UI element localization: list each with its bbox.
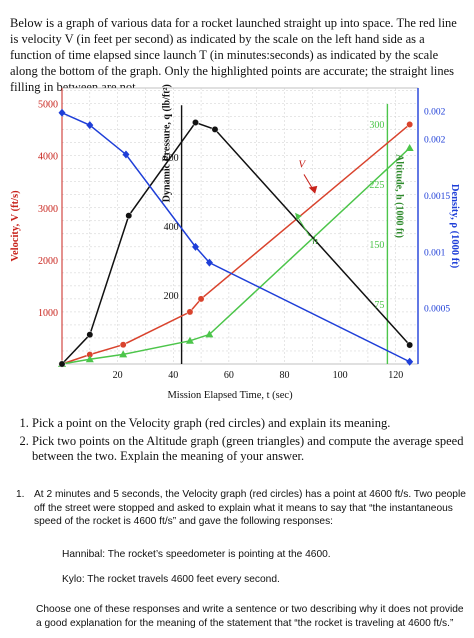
data-point: [406, 121, 414, 128]
velocity-tick-label: 1000: [38, 308, 58, 319]
density-tick-label: 0.0015: [424, 192, 450, 202]
chart-labels: 1000 2000 3000 4000 5000 Velocity, V (ft/s) 20…: [10, 84, 460, 401]
density-tick-label: 0.001: [424, 248, 446, 258]
x-tick-label: 100: [333, 370, 348, 381]
x-tick-label: 20: [113, 370, 123, 381]
answer-block: 1. At 2 minutes and 5 seconds, the Veloc…: [16, 488, 468, 529]
velocity-tick-label: 4000: [38, 152, 58, 163]
density-series-line: [61, 112, 410, 363]
altitude-tick-label: 150: [369, 240, 384, 251]
data-point: [58, 360, 66, 368]
altitude-series-label: h: [312, 235, 318, 247]
intro-paragraph: Below is a graph of various data for a r…: [10, 15, 457, 94]
density-axis-label: Density, ρ (1000 ft): [449, 184, 460, 269]
data-point: [186, 308, 194, 316]
question-item: Pick a point on the Velocity graph (red …: [32, 416, 474, 431]
velocity-tick-label: 5000: [38, 100, 58, 111]
data-point: [211, 125, 219, 133]
data-point: [405, 144, 414, 151]
data-point: [406, 341, 414, 349]
altitude-tick-label: 300: [369, 120, 384, 131]
v-series-line: [61, 123, 411, 365]
density-tick-label: 0.002: [424, 136, 446, 146]
x-axis-label: Mission Elapsed Time, t (sec): [167, 390, 293, 401]
altitude-arrowhead: [295, 212, 302, 220]
velocity-series-label: V: [298, 159, 306, 171]
data-point: [185, 336, 194, 344]
x-tick-label: 40: [168, 370, 178, 381]
velocity-tick-label: 3000: [38, 204, 58, 215]
data-point: [192, 119, 199, 126]
data-point: [197, 295, 205, 303]
data-point: [86, 121, 94, 130]
chart-series: [58, 108, 414, 368]
question-item: Pick two points on the Altitude graph (g…: [32, 434, 474, 464]
rocket-chart: 1000 2000 3000 4000 5000 Velocity, V (ft/s) 20…: [10, 84, 460, 401]
data-point: [119, 341, 127, 349]
density-tick-label: 0.0005: [424, 305, 450, 315]
plot-frame: [61, 87, 419, 365]
dynamic-pressure-tick-label: 400: [164, 222, 179, 233]
h-series-line: [61, 147, 411, 365]
data-point: [205, 330, 214, 338]
velocity-axis-label: Velocity, V (ft/s): [10, 190, 21, 262]
dynamic-pressure-axis-label: Dynamic Pressure, q (lb/ft²): [162, 84, 173, 202]
dynamic-pressure-tick-label: 600: [164, 153, 179, 164]
data-point: [86, 331, 94, 339]
data-point: [85, 355, 94, 363]
closing-prompt: Choose one of these responses and write …: [36, 604, 464, 629]
response-kylo: Kylo: The rocket travels 4600 feet every…: [62, 574, 280, 585]
altitude-tick-label: 225: [369, 180, 384, 191]
velocity-tick-label: 2000: [38, 256, 58, 267]
altitude-tick-label: 75: [374, 300, 384, 311]
altitude-axis-label: Altitude, h (1000 ft): [393, 154, 404, 238]
data-point: [122, 150, 130, 159]
dynamic-pressure-tick-label: 200: [164, 291, 179, 302]
data-point: [406, 357, 414, 366]
data-point: [58, 108, 66, 117]
x-tick-label: 120: [388, 370, 403, 381]
data-point: [119, 350, 128, 358]
altitude-arrow: [296, 215, 310, 237]
chart-grid: [61, 87, 419, 365]
answer-text: At 2 minutes and 5 seconds, the Velocity…: [34, 489, 466, 527]
question-list: Pick a point on the Velocity graph (red …: [16, 416, 474, 467]
data-point: [205, 258, 213, 267]
velocity-arrowhead: [308, 185, 318, 194]
density-tick-label: 0.002: [424, 108, 446, 118]
x-tick-label: 60: [224, 370, 234, 381]
data-point: [192, 242, 199, 251]
response-hannibal: Hannibal: The rocket’s speedometer is po…: [62, 549, 331, 560]
answer-number: 1.: [16, 489, 25, 500]
x-tick-label: 80: [280, 370, 290, 381]
data-point: [125, 212, 133, 220]
dynamic_pressure-series-line: [61, 121, 411, 365]
